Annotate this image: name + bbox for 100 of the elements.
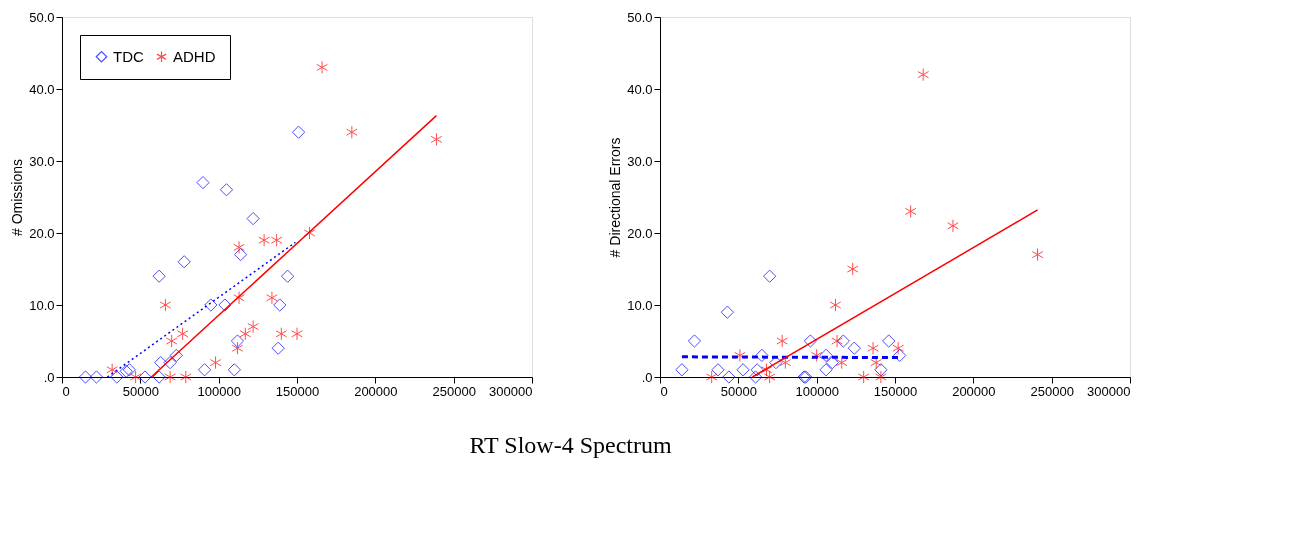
point <box>275 327 288 341</box>
x-tick-label: 0 <box>62 383 70 399</box>
point <box>176 327 189 341</box>
point <box>231 341 244 355</box>
point <box>258 233 270 247</box>
x-tick-label: 150000 <box>873 383 918 399</box>
point <box>152 370 166 384</box>
point <box>291 125 306 139</box>
point <box>803 334 818 348</box>
x-tick-label: 200000 <box>354 383 398 399</box>
point <box>270 233 283 247</box>
point <box>110 370 124 384</box>
point <box>233 291 245 305</box>
point <box>246 211 260 226</box>
y-tick-label: 40.0 <box>29 81 55 97</box>
point <box>204 298 218 312</box>
point <box>179 370 192 384</box>
point <box>303 226 316 240</box>
point <box>755 348 769 363</box>
point <box>705 370 718 384</box>
legend-label: ADHD <box>173 47 216 65</box>
y-tick-label: 20.0 <box>29 225 55 241</box>
point <box>316 60 328 75</box>
x-tick-label: 50000 <box>122 383 159 399</box>
point <box>89 370 104 384</box>
x-axis-title: RT Slow-4 Spectrum <box>469 431 672 458</box>
point <box>882 334 896 348</box>
point <box>218 298 232 312</box>
point <box>836 334 850 348</box>
point <box>825 355 839 370</box>
y-axis-title: # Omissions <box>9 158 26 237</box>
x-tick-label: 0 <box>660 383 668 399</box>
point <box>106 363 118 377</box>
x-tick-label: 300000 <box>1087 383 1131 399</box>
point <box>875 370 887 384</box>
point <box>892 341 904 355</box>
point <box>763 269 777 283</box>
point <box>720 305 734 319</box>
y-tick-label: 50.0 <box>627 9 653 25</box>
point <box>776 334 789 348</box>
point <box>230 334 245 348</box>
point <box>280 269 295 283</box>
y-tick-label: 10.0 <box>29 297 55 313</box>
y-tick-label: 50.0 <box>29 9 55 25</box>
point <box>219 183 234 197</box>
point <box>164 370 176 384</box>
point <box>847 341 861 355</box>
x-tick-label: 100000 <box>795 383 839 399</box>
point <box>829 298 842 312</box>
point <box>239 327 252 341</box>
point <box>163 355 177 370</box>
point <box>209 355 222 370</box>
x-tick-label: 200000 <box>952 383 996 399</box>
point <box>197 363 212 377</box>
point <box>947 219 959 233</box>
point <box>711 363 725 377</box>
point <box>152 269 166 283</box>
point <box>819 363 833 377</box>
y-tick-label: 40.0 <box>627 81 653 97</box>
y-tick-label: .0 <box>641 369 653 385</box>
point <box>736 363 750 377</box>
point <box>750 363 764 377</box>
point <box>169 348 183 363</box>
point <box>138 370 152 384</box>
point <box>819 348 833 363</box>
point <box>893 348 907 363</box>
x-tick-label: 150000 <box>275 383 320 399</box>
point <box>273 298 287 312</box>
x-tick-label: 250000 <box>1030 383 1074 399</box>
point <box>846 262 859 276</box>
point <box>857 370 870 384</box>
point <box>763 370 776 384</box>
point <box>748 370 763 384</box>
point <box>687 334 702 348</box>
point <box>196 175 210 190</box>
point <box>810 348 823 363</box>
point <box>831 334 843 348</box>
x-tick-label: 50000 <box>720 383 757 399</box>
point <box>760 363 773 377</box>
y-tick-label: .0 <box>43 369 55 385</box>
point <box>769 355 783 370</box>
point <box>346 125 358 139</box>
x-tick-label: 100000 <box>197 383 241 399</box>
point <box>247 319 259 334</box>
y-tick-label: 10.0 <box>627 297 653 313</box>
point <box>266 291 278 305</box>
y-axis-title: # Directional Errors <box>607 137 624 258</box>
point <box>165 334 178 348</box>
point <box>874 363 888 377</box>
point <box>867 341 879 355</box>
point <box>159 298 172 312</box>
point <box>177 255 191 269</box>
y-tick-label: 20.0 <box>627 225 653 241</box>
point <box>129 370 142 384</box>
point <box>904 204 917 219</box>
point <box>233 240 245 255</box>
x-tick-label: 300000 <box>489 383 533 399</box>
point <box>78 370 93 384</box>
point <box>430 132 443 147</box>
point <box>271 341 285 355</box>
